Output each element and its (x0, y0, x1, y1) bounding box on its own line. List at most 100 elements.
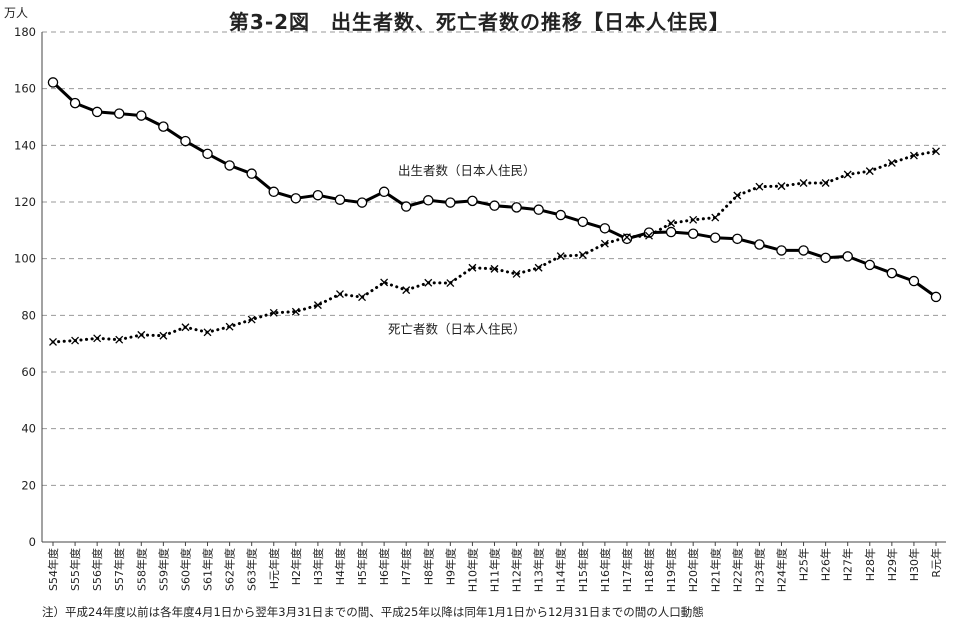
birth-point (489, 200, 500, 211)
y-tick-label: 100 (14, 252, 36, 266)
death-point (313, 301, 322, 310)
death-point (159, 331, 168, 340)
x-tick-label: S62年度 (223, 548, 237, 591)
x-tick-label: S55年度 (68, 548, 82, 591)
x-tick-label: S58年度 (134, 548, 148, 591)
x-tick-label: H8年度 (421, 548, 435, 585)
y-tick-label: 20 (21, 478, 36, 492)
death-point (71, 336, 80, 345)
y-tick-label: 0 (29, 535, 36, 549)
x-tick-label: S54年度 (46, 548, 60, 591)
birth-point (136, 110, 147, 121)
x-tick-label: H24年度 (774, 548, 788, 592)
birth-point (158, 121, 169, 132)
x-tick-label: H16年度 (598, 548, 612, 592)
birth-point (842, 251, 853, 262)
x-tick-label: S61年度 (201, 548, 215, 591)
death-point (821, 179, 830, 187)
y-unit-label: 万人 (4, 6, 29, 20)
death-point (490, 264, 499, 273)
x-tick-label: H13年度 (532, 548, 546, 592)
birth-point (400, 201, 412, 212)
birth-point (930, 291, 942, 303)
x-tick-label: H22年度 (730, 548, 744, 592)
y-tick-label: 160 (14, 82, 36, 96)
birth-point (908, 275, 920, 287)
series-label-deaths: 死亡者数（日本人住民） (388, 322, 526, 337)
x-tick-label: H27年 (841, 548, 855, 581)
x-tick-label: H18年度 (642, 548, 656, 592)
birth-point (665, 226, 677, 238)
series-label-births: 出生者数（日本人住民） (398, 163, 536, 178)
birth-point (47, 77, 59, 88)
death-point (247, 315, 256, 324)
x-tick-label: H21年度 (708, 548, 722, 592)
x-tick-label: H15年度 (576, 548, 590, 592)
death-point (137, 330, 146, 339)
birth-point (710, 232, 721, 243)
y-tick-label: 60 (21, 365, 36, 379)
death-point (887, 158, 896, 167)
death-point (225, 322, 234, 331)
death-point (115, 335, 124, 344)
death-point (600, 239, 609, 248)
birth-point (555, 209, 566, 221)
death-point (181, 323, 190, 332)
death-point (93, 334, 102, 343)
birth-point (533, 204, 544, 215)
deaths-line (51, 149, 938, 344)
x-tick-label: S57年度 (112, 548, 126, 591)
births-line (51, 80, 938, 299)
chart-title: 第3-2図 出生者数、死亡者数の推移【日本人住民】 (228, 10, 731, 34)
death-point (269, 308, 278, 317)
x-tick-label: H9年度 (443, 548, 457, 585)
y-tick-label: 120 (14, 195, 36, 209)
x-tick-label: H30年 (907, 548, 921, 581)
death-point (424, 278, 433, 287)
birth-point (312, 189, 324, 201)
x-tick-labels: S54年度 S55年度 S56年度 S57年度 S58年度 S59年度 S60年度 S61年度… (46, 548, 943, 592)
x-tick-label: H3年度 (311, 548, 325, 585)
series-markers (47, 77, 942, 346)
x-tick-label: H28年 (863, 548, 877, 581)
death-point (358, 293, 367, 302)
birth-point (202, 148, 213, 160)
death-point (203, 328, 212, 337)
death-point (291, 307, 300, 316)
x-tick-label: H23年度 (752, 548, 766, 592)
death-point (865, 167, 874, 176)
birth-point (643, 227, 655, 238)
birth-point (511, 202, 522, 213)
x-tick-label: H6年度 (377, 548, 391, 585)
death-point (711, 213, 720, 222)
birth-point (820, 252, 831, 264)
birth-point (180, 135, 191, 147)
death-point (49, 338, 57, 346)
birth-point (776, 245, 787, 256)
death-point (380, 278, 389, 287)
x-tick-label: S59年度 (156, 548, 170, 591)
birth-point (334, 194, 346, 205)
birth-point (378, 186, 390, 198)
x-tick-label: H20年度 (686, 548, 700, 592)
x-tick-label: H2年度 (289, 548, 303, 585)
birth-point (798, 245, 809, 256)
x-tick-label: S63年度 (245, 548, 259, 591)
birth-point (224, 160, 235, 171)
x-tick-label: H10年度 (465, 548, 479, 592)
death-point (556, 252, 565, 261)
birth-point (356, 197, 368, 208)
birth-point (732, 233, 743, 245)
y-tick-label: 40 (21, 422, 36, 436)
death-point (799, 179, 808, 187)
death-point (909, 151, 918, 160)
death-point (512, 270, 521, 278)
x-tick-label: H29年 (885, 548, 899, 581)
x-tick-label: H17年度 (620, 548, 634, 592)
x-tick-label: H12年度 (510, 548, 524, 592)
death-point (645, 231, 653, 240)
birth-point (91, 106, 103, 118)
death-point (689, 215, 698, 224)
death-point (402, 286, 411, 295)
